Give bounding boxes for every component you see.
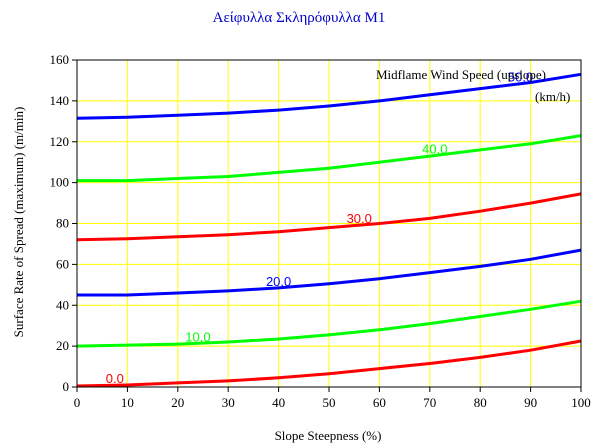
y-tick-label: 80: [56, 216, 69, 231]
x-tick-label: 30: [222, 395, 235, 410]
y-tick-label: 40: [56, 297, 69, 312]
x-tick-label: 10: [121, 395, 134, 410]
x-tick-label: 50: [323, 395, 336, 410]
y-tick-label: 160: [50, 52, 70, 67]
y-axis-label: Surface Rate of Spread (maximum) (m/min): [11, 107, 26, 338]
x-tick-label: 70: [423, 395, 436, 410]
y-tick-label: 140: [50, 93, 70, 108]
x-tick-label: 80: [474, 395, 487, 410]
legend-title: Midflame Wind Speed (upslope): [376, 67, 546, 82]
y-tick-label: 0: [63, 379, 70, 394]
y-tick-label: 120: [50, 134, 70, 149]
series-line-40.0: [77, 134, 582, 183]
series-line-50.0: [76, 72, 582, 120]
series-label-10.0: 10.0: [185, 329, 210, 344]
series-label-30.0: 30.0: [347, 211, 372, 226]
x-tick-label: 20: [171, 395, 184, 410]
series-line-0.0: [76, 339, 582, 388]
series-line-30.0: [76, 192, 582, 242]
series-line-20.0: [77, 248, 582, 297]
series-label-40.0: 40.0: [422, 141, 447, 156]
series-label-20.0: 20.0: [266, 274, 291, 289]
x-tick-label: 90: [524, 395, 537, 410]
y-axis-ticks: 0 20 40 60 80 100 120 140 160: [50, 52, 77, 394]
grid: [77, 60, 581, 387]
x-axis-ticks: 0 10 20 30 40 50 60 70 80 90 100: [74, 387, 591, 410]
series-labels: 0.0 10.0 20.0 30.0 40.0 50.0: [106, 70, 533, 387]
x-axis-label: Slope Steepness (%): [275, 428, 382, 443]
chart-title: Αείφυλλα Σκληρόφυλλα Μ1: [213, 10, 386, 26]
y-tick-label: 100: [50, 175, 70, 190]
x-tick-label: 0: [74, 395, 81, 410]
y-tick-label: 20: [56, 338, 69, 353]
y-tick-label: 60: [56, 256, 69, 271]
series-label-50.0: 50.0: [508, 70, 533, 85]
x-tick-label: 100: [571, 395, 591, 410]
legend-unit: (km/h): [535, 89, 570, 104]
series-label-0.0: 0.0: [106, 371, 124, 386]
series-lines: [76, 72, 582, 388]
x-tick-label: 40: [272, 395, 285, 410]
series-line-10.0: [76, 299, 582, 348]
x-tick-label: 60: [373, 395, 386, 410]
